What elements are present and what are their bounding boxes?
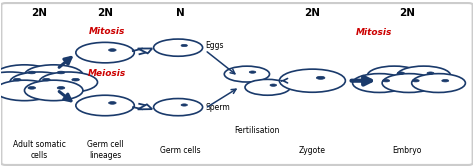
Circle shape <box>76 42 134 63</box>
Circle shape <box>28 87 36 89</box>
Circle shape <box>383 79 390 82</box>
Text: Eggs: Eggs <box>205 41 224 50</box>
Circle shape <box>412 74 465 92</box>
Text: Germ cells: Germ cells <box>160 146 201 155</box>
Circle shape <box>0 72 39 92</box>
Circle shape <box>181 44 187 47</box>
Text: 2N: 2N <box>97 8 113 18</box>
Text: Germ cell
lineages: Germ cell lineages <box>87 140 123 160</box>
Circle shape <box>39 72 98 92</box>
Circle shape <box>316 76 325 79</box>
Circle shape <box>224 66 270 82</box>
Circle shape <box>57 71 65 74</box>
Circle shape <box>249 71 256 73</box>
Text: Zygote: Zygote <box>299 146 326 155</box>
Circle shape <box>245 79 290 95</box>
Text: 2N: 2N <box>399 8 415 18</box>
Circle shape <box>28 71 36 74</box>
Circle shape <box>397 66 451 85</box>
FancyBboxPatch shape <box>1 3 473 165</box>
Text: N: N <box>176 8 185 18</box>
Circle shape <box>72 78 80 81</box>
Text: 2N: 2N <box>304 8 320 18</box>
Circle shape <box>57 87 65 89</box>
Circle shape <box>154 39 202 56</box>
Circle shape <box>25 65 83 85</box>
Circle shape <box>397 72 404 74</box>
Circle shape <box>442 79 449 82</box>
Circle shape <box>76 95 134 116</box>
Circle shape <box>43 78 50 81</box>
Circle shape <box>109 49 116 51</box>
Polygon shape <box>137 49 152 53</box>
Text: Mitosis: Mitosis <box>356 28 392 37</box>
Circle shape <box>0 80 54 101</box>
Circle shape <box>353 74 406 92</box>
Circle shape <box>181 104 187 106</box>
Circle shape <box>270 84 277 86</box>
Circle shape <box>154 99 202 116</box>
Circle shape <box>0 65 54 85</box>
Circle shape <box>427 72 434 74</box>
Circle shape <box>25 80 83 101</box>
Circle shape <box>412 79 419 82</box>
Circle shape <box>382 74 436 92</box>
Text: Adult somatic
cells: Adult somatic cells <box>13 140 65 160</box>
Text: Embryo: Embryo <box>392 146 421 155</box>
Text: 2N: 2N <box>31 8 47 18</box>
Circle shape <box>109 102 116 104</box>
Text: Meiosis: Meiosis <box>88 69 127 78</box>
Circle shape <box>367 66 421 85</box>
Circle shape <box>10 72 68 92</box>
Polygon shape <box>137 104 152 109</box>
Text: Sperm: Sperm <box>205 103 230 112</box>
Text: Mitosis: Mitosis <box>89 27 126 36</box>
Circle shape <box>279 69 346 92</box>
Circle shape <box>13 78 21 81</box>
Text: Fertilisation: Fertilisation <box>235 126 280 135</box>
